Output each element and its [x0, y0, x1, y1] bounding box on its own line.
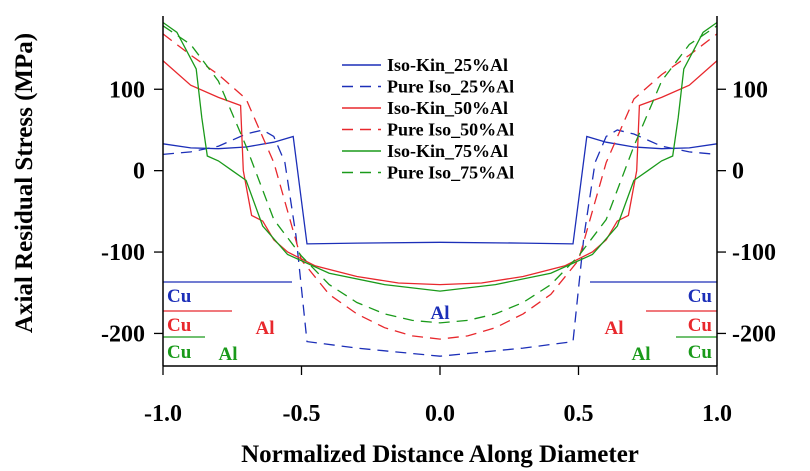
series-line-1	[162, 135, 718, 245]
region-label-al-6: Al	[431, 303, 450, 324]
x-tick-label: 1.0	[702, 401, 732, 427]
series-line-5	[162, 21, 718, 292]
divider-lines	[163, 281, 717, 338]
x-tick-label: 0.5	[564, 401, 594, 427]
series-line-3	[162, 60, 718, 286]
series-lines	[162, 21, 718, 357]
y-tick-label-left: 100	[109, 77, 145, 103]
series-line-2	[162, 129, 718, 357]
region-label-al-5: Al	[219, 344, 238, 365]
region-label-cu-3: Cu	[167, 342, 192, 363]
region-label-cu-11: Cu	[688, 342, 713, 363]
series-line-6	[162, 25, 718, 324]
y-tick-label-right: -100	[732, 240, 776, 266]
legend-label-2: Pure Iso_25%Al	[387, 77, 514, 97]
region-label-cu-2: Cu	[167, 315, 192, 336]
legend-label-4: Pure Iso_50%Al	[387, 120, 514, 140]
y-axis-title: Axial Residual Stress (MPa)	[11, 33, 38, 333]
legend-label-5: Iso-Kin_75%Al	[387, 141, 508, 161]
y-tick-label-right: -200	[732, 321, 776, 347]
region-label-al-8: Al	[632, 344, 651, 365]
region-label-al-4: Al	[256, 318, 275, 339]
x-tick-label: -1.0	[144, 401, 182, 427]
region-label-cu-9: Cu	[688, 286, 713, 307]
legend-label-1: Iso-Kin_25%Al	[387, 55, 508, 75]
region-label-cu-1: Cu	[167, 286, 192, 307]
y-tick-label-left: 0	[133, 159, 145, 185]
series-line-4	[162, 33, 718, 340]
y-tick-label-right: 0	[732, 159, 744, 185]
plot-axes: -1.0 -0.5 0.0 0.5 1.0 100 0 -100 -200 100 0 -100 -20…	[101, 16, 776, 427]
region-label-al-7: Al	[605, 318, 624, 339]
x-axis-title: Normalized Distance Along Diameter	[241, 441, 639, 468]
y-tick-label-left: -200	[101, 321, 145, 347]
x-tick-label: 0.0	[425, 401, 455, 427]
x-tick-label: -0.5	[283, 401, 321, 427]
region-labels: Cu Cu Cu Al Al Al Al Al Cu Cu Cu	[167, 286, 712, 365]
legend-label-6: Pure Iso_75%Al	[387, 163, 514, 183]
y-tick-label-right: 100	[732, 77, 768, 103]
legend-label-3: Iso-Kin_50%Al	[387, 98, 508, 118]
y-tick-label-left: -100	[101, 240, 145, 266]
region-label-cu-10: Cu	[688, 315, 713, 336]
